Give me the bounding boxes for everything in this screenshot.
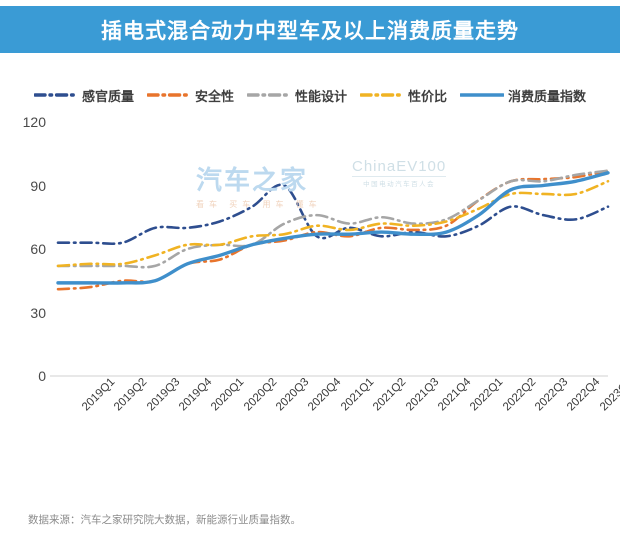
x-axis-tick-label: 2022Q2 xyxy=(500,376,539,414)
y-axis-tick-label: 90 xyxy=(30,177,46,194)
x-axis-tick-label: 2020Q3 xyxy=(274,376,312,414)
x-axis-tick-label: 2022Q3 xyxy=(532,376,571,414)
x-axis-tick-label: 2021Q2 xyxy=(371,376,409,414)
y-axis-tick-label: 0 xyxy=(38,368,46,384)
x-axis-tick-label: 2022Q4 xyxy=(565,376,603,414)
legend-swatch-icon xyxy=(146,93,191,97)
legend-item-4[interactable]: 消费质量指数 xyxy=(460,86,586,105)
chart-series-line-2 xyxy=(56,169,610,269)
x-axis-tick-label: 2019Q2 xyxy=(112,376,150,414)
page-title: 插电式混合动力中型车及以上消费质量走势 xyxy=(101,19,519,43)
x-axis-tick-label: 2021Q4 xyxy=(435,376,474,414)
source-note: 数据来源：汽车之家研究院大数据，新能源行业质量指数。 xyxy=(28,514,301,526)
chart-series-line-4 xyxy=(56,171,610,285)
legend-label: 性价比 xyxy=(408,88,448,104)
legend-swatch-icon xyxy=(460,93,505,97)
legend-label: 性能设计 xyxy=(294,88,347,104)
y-axis-labels: 0 30 60 90 120 xyxy=(0,110,52,384)
legend-label: 感官质量 xyxy=(81,88,134,104)
legend-label: 安全性 xyxy=(194,88,234,104)
x-axis-labels: 2019Q1 2019Q2 2019Q3 2019Q4 2020Q1 2020Q2 2020… xyxy=(0,376,620,466)
y-axis-tick-label: 120 xyxy=(22,114,46,130)
legend-item-0[interactable]: 感官质量 xyxy=(33,86,134,105)
title-bar: 插电式混合动力中型车及以上消费质量走势 xyxy=(0,6,620,53)
x-axis-tick-label: 2019Q1 xyxy=(79,376,118,414)
x-axis-tick-label: 2023Q1 xyxy=(597,376,620,414)
chart-series-line-0 xyxy=(56,183,610,246)
x-axis-tick-label: 2019Q4 xyxy=(177,376,215,414)
legend-swatch-icon xyxy=(246,93,291,97)
y-axis-tick-label: 30 xyxy=(30,304,46,321)
x-axis-tick-label: 2022Q1 xyxy=(468,376,506,414)
x-axis-tick-label: 2020Q2 xyxy=(241,376,280,414)
legend-label: 消费质量指数 xyxy=(508,88,587,104)
x-axis-tick-label: 2019Q3 xyxy=(144,376,183,414)
x-axis-tick-label: 2021Q1 xyxy=(338,376,377,414)
chart-series-line-1 xyxy=(56,169,610,291)
legend-swatch-icon xyxy=(360,93,404,97)
legend-item-2[interactable]: 性能设计 xyxy=(246,86,347,105)
legend-swatch-icon xyxy=(33,93,78,97)
legend-item-3[interactable]: 性价比 xyxy=(360,86,447,105)
y-axis-tick-label: 60 xyxy=(30,241,46,257)
legend-item-1[interactable]: 安全性 xyxy=(146,86,234,105)
chart-legend: 感官质量 安全性 性能设计 性价比 消费质量指数 xyxy=(0,82,620,108)
chart-series-line-3 xyxy=(56,179,610,268)
chart-plot-area xyxy=(50,169,610,377)
x-axis-tick-label: 2020Q4 xyxy=(306,376,344,414)
x-axis-tick-label: 2021Q3 xyxy=(403,376,441,414)
x-axis-tick-label: 2020Q1 xyxy=(209,376,247,414)
